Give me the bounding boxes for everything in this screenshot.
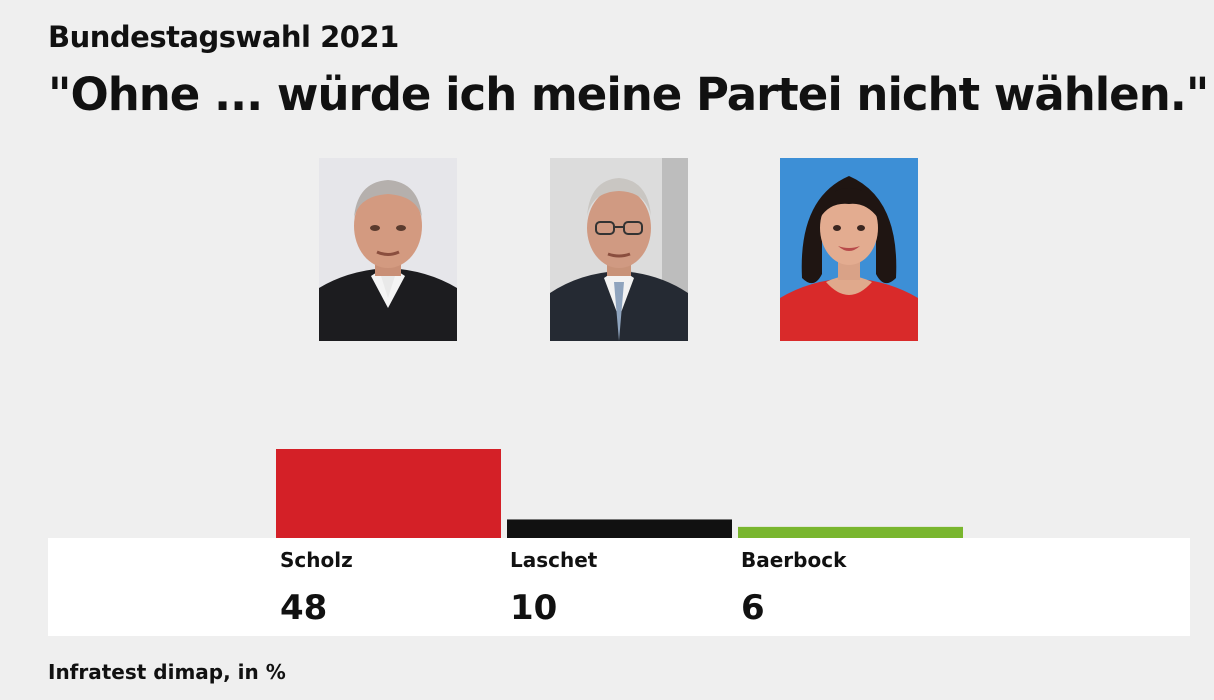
- category-label-scholz: Scholz: [280, 548, 353, 572]
- category-label-laschet: Laschet: [510, 548, 598, 572]
- label-panel: [48, 538, 1190, 636]
- portrait-baerbock-image: [780, 158, 918, 341]
- value-label-baerbock: 6: [741, 588, 765, 628]
- portrait-laschet: [550, 158, 688, 341]
- bar-laschet: [507, 519, 732, 538]
- bar-chart: [276, 449, 963, 538]
- bar-baerbock: [738, 526, 963, 538]
- value-label-laschet: 10: [510, 588, 558, 628]
- portrait-laschet-image: [550, 158, 688, 341]
- bar-scholz: [276, 449, 501, 538]
- portrait-scholz: [319, 158, 457, 341]
- portrait-baerbock: [780, 158, 918, 341]
- source-note: Infratest dimap, in %: [48, 660, 286, 684]
- chart-title: "Ohne ... würde ich meine Partei nicht w…: [48, 68, 1209, 121]
- chart-kicker: Bundestagswahl 2021: [48, 20, 399, 54]
- portrait-scholz-image: [319, 158, 457, 341]
- category-label-baerbock: Baerbock: [741, 548, 847, 572]
- value-label-scholz: 48: [280, 588, 328, 628]
